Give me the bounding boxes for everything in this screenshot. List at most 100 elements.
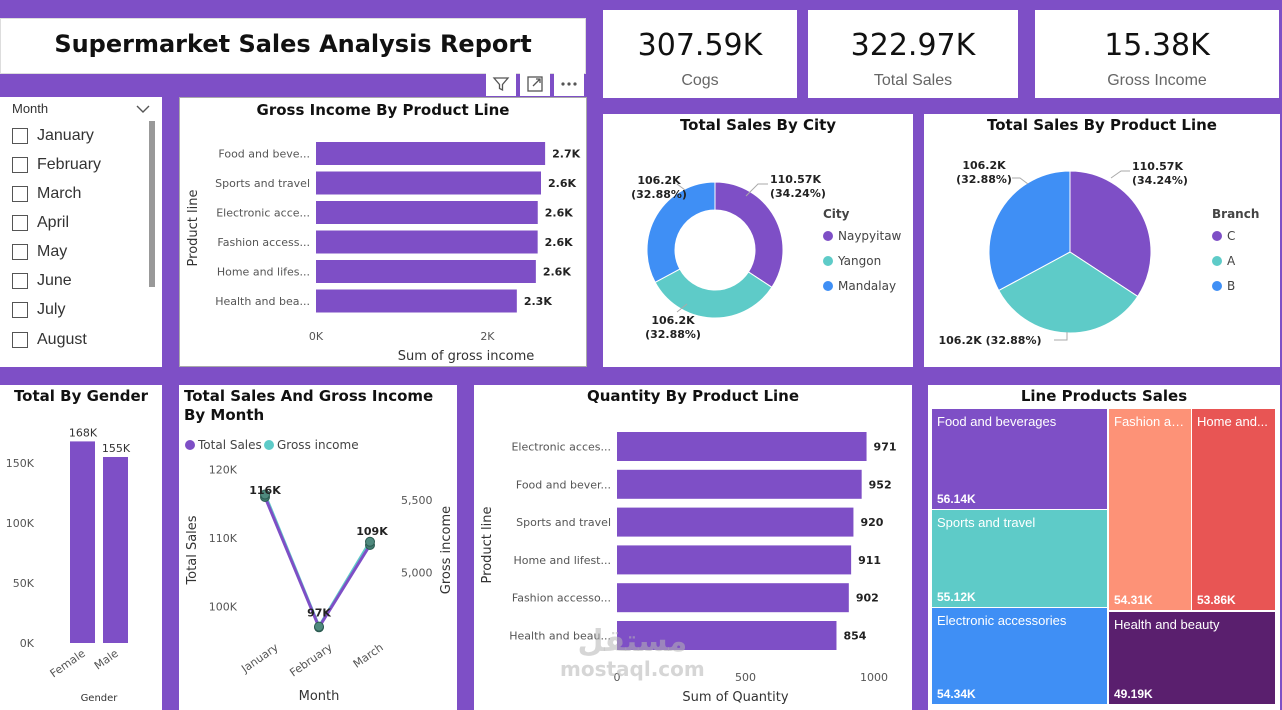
- data-point: [260, 489, 270, 500]
- bar: [70, 441, 95, 643]
- slicer-item-label: March: [37, 185, 82, 202]
- sales-by-branch-card[interactable]: Total Sales By Product Line 110.57K (34.2…: [924, 114, 1280, 367]
- axis-label: Total Sales: [185, 515, 200, 585]
- treemap-tile-health-and-beauty[interactable]: Health and beauty 49.19K: [1109, 612, 1275, 704]
- data-label: 2.7K: [552, 148, 580, 161]
- chevron-down-icon[interactable]: [136, 104, 150, 114]
- slicer-item[interactable]: January: [12, 125, 94, 147]
- total-by-gender-card[interactable]: Total By Gender 150K 100K 50K 0K 168K Female 1…: [0, 385, 162, 710]
- category-label: Fashion accesso...: [512, 592, 611, 605]
- pie-slice: [714, 181, 784, 288]
- bar: [316, 260, 536, 283]
- legend-label: C: [1227, 229, 1235, 243]
- tile-label: Food and beverages: [937, 414, 1057, 429]
- sales-by-city-donut: 110.57K(34.24%)106.2K(32.88%)106.2K(32.8…: [631, 173, 901, 341]
- data-label: 2.3K: [524, 295, 552, 308]
- treemap-tile-food-and-beverages[interactable]: Food and beverages 56.14K: [932, 409, 1107, 509]
- checkbox[interactable]: [12, 332, 28, 348]
- legend-label: Yangon: [837, 254, 881, 268]
- slicer-scrollbar[interactable]: [149, 121, 155, 287]
- slicer-item-label: January: [37, 127, 94, 144]
- watermark: مستقل mostaql.com: [560, 625, 705, 680]
- tile-value: 49.19K: [1114, 687, 1153, 701]
- month-slicer: Month January February March April May J…: [0, 97, 162, 367]
- more-options-button[interactable]: [554, 72, 584, 96]
- legend-title: Branch: [1212, 207, 1259, 221]
- gender-bar-chart: 150K 100K 50K 0K 168K Female 155K Male Gender: [6, 426, 131, 704]
- bar: [316, 171, 541, 195]
- tick-label: 120K: [209, 464, 238, 477]
- tick-label: 5,000: [401, 567, 433, 580]
- slicer-item-label: May: [37, 243, 68, 260]
- legend-marker: [1212, 231, 1222, 241]
- slicer-item[interactable]: March: [12, 183, 81, 205]
- report-title-card: Supermarket Sales Analysis Report: [0, 18, 586, 74]
- chart-title: Line Products Sales: [1020, 387, 1188, 405]
- treemap-tile-home-and-lifestyle[interactable]: Home and... 53.86K: [1192, 409, 1275, 610]
- quantity-chart-card[interactable]: Quantity By Product Line Electronic acce…: [474, 385, 912, 710]
- bar: [316, 142, 546, 165]
- filter-button[interactable]: [486, 72, 516, 96]
- slicer-item-label: August: [37, 331, 87, 348]
- legend-label: Total Sales: [197, 438, 262, 452]
- report-title: Supermarket Sales Analysis Report: [54, 30, 532, 58]
- data-point: [365, 536, 375, 547]
- bar: [617, 583, 849, 613]
- bar: [617, 507, 854, 537]
- visual-toolbar: [486, 72, 588, 96]
- checkbox[interactable]: [12, 244, 28, 260]
- tick-label: 0K: [20, 637, 35, 650]
- checkbox[interactable]: [12, 302, 28, 318]
- chart-title: Total Sales By Product Line: [987, 116, 1217, 134]
- kpi-gross-income-label: Gross Income: [1107, 72, 1207, 89]
- checkbox[interactable]: [12, 273, 28, 289]
- slicer-item[interactable]: June: [12, 270, 72, 292]
- slicer-item[interactable]: July: [12, 299, 65, 321]
- filter-icon: [492, 77, 510, 92]
- leader-line: [1110, 170, 1130, 179]
- treemap-tile-fashion-accessories[interactable]: Fashion ac... 54.31K: [1109, 409, 1191, 610]
- slicer-header: Month: [12, 101, 49, 116]
- checkbox[interactable]: [12, 157, 28, 173]
- data-label: 168K: [69, 426, 98, 439]
- tile-label: Fashion ac...: [1114, 414, 1186, 429]
- kpi-total-sales-label: Total Sales: [873, 72, 953, 89]
- axis-label: Product line: [186, 190, 201, 267]
- pie-slice: [654, 268, 773, 319]
- checkbox[interactable]: [12, 128, 28, 144]
- bar: [316, 230, 538, 254]
- category-label: Health and bea...: [215, 295, 310, 308]
- data-label: 106.2K (32.88%): [938, 334, 1041, 347]
- treemap-tile-electronic-accessories[interactable]: Electronic accessories 54.34K: [932, 608, 1107, 704]
- slicer-item[interactable]: April: [12, 212, 69, 234]
- category-label: Food and beve...: [218, 148, 310, 161]
- tick-label: 50K: [13, 577, 35, 590]
- line-products-sales-card[interactable]: Line Products Sales Food and beverages 56…: [928, 385, 1280, 710]
- tick-label: 5,500: [401, 494, 433, 507]
- focus-mode-button[interactable]: [520, 72, 550, 96]
- slicer-item-label: June: [37, 272, 72, 289]
- bar: [617, 432, 867, 461]
- legend-marker: [185, 440, 195, 450]
- slicer-item[interactable]: August: [12, 329, 87, 351]
- slicer-item[interactable]: February: [12, 154, 101, 176]
- tile-label: Health and beauty: [1114, 617, 1220, 632]
- kpi-gross-income-card: 15.38K Gross Income: [1035, 10, 1279, 98]
- checkbox[interactable]: [12, 186, 28, 202]
- slicer-item-label: April: [37, 214, 70, 231]
- watermark-latin: mostaql.com: [560, 657, 705, 681]
- sales-by-month-card[interactable]: Total Sales And Gross Income By Month To…: [179, 385, 457, 710]
- sales-by-city-card[interactable]: Total Sales By City 110.57K (34.24%) 106.2…: [603, 114, 913, 367]
- data-label: (32.88%): [645, 328, 701, 341]
- kpi-cogs-label: Cogs: [681, 72, 719, 89]
- category-label: Male: [92, 647, 121, 673]
- category-label: January: [238, 641, 281, 676]
- tick-label: 2K: [480, 330, 495, 343]
- slicer-item[interactable]: May: [12, 241, 67, 263]
- sales-by-branch-pie: 110.57K(34.24%) 106.2K(32.88%) 106.2K (32.…: [938, 159, 1259, 347]
- tile-label: Home and...: [1197, 414, 1268, 429]
- tick-label: 110K: [209, 532, 238, 545]
- treemap-tile-sports-and-travel[interactable]: Sports and travel 55.12K: [932, 510, 1107, 607]
- gross-income-chart-card[interactable]: Gross Income By Product Line Food and be…: [179, 97, 587, 367]
- checkbox[interactable]: [12, 215, 28, 231]
